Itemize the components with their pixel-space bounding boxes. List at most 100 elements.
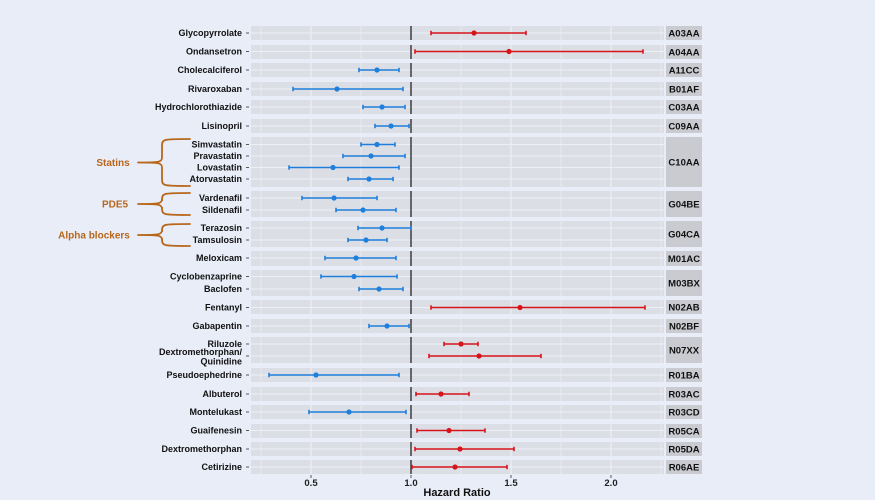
strip-label: N02BF bbox=[669, 321, 699, 332]
group-alpha-blockers: Alpha blockers bbox=[58, 223, 191, 247]
drug-label: Guaifenesin bbox=[190, 426, 242, 436]
hazard-ratio-point bbox=[452, 464, 458, 470]
hazard-ratio-point bbox=[360, 207, 366, 213]
hazard-ratio-point bbox=[458, 341, 464, 347]
hazard-ratio-point bbox=[506, 48, 512, 55]
panel-r05da: R05DA Dextromethorphan bbox=[161, 442, 702, 456]
panel-m03bx: M03BX Cyclobenzaprine Baclofen bbox=[170, 270, 702, 296]
drug-label: Atorvastatin bbox=[189, 174, 242, 184]
drug-label: Sildenafil bbox=[202, 205, 242, 215]
group-label: PDE5 bbox=[102, 200, 129, 211]
drug-label: Pravastatin bbox=[193, 151, 242, 161]
x-tick-label: 2.0 bbox=[604, 478, 617, 489]
strip-background bbox=[666, 119, 702, 133]
panel-c03aa: C03AA Hydrochlorothiazide bbox=[155, 100, 702, 114]
hazard-ratio-point bbox=[353, 255, 359, 261]
strip-background bbox=[666, 424, 702, 438]
strip-label: A11CC bbox=[669, 65, 700, 76]
hazard-ratio-point bbox=[374, 141, 380, 148]
strip-label: R01BA bbox=[668, 370, 699, 381]
group-label: Alpha blockers bbox=[58, 231, 130, 242]
hazard-ratio-point bbox=[438, 391, 444, 397]
strip-label: G04CA bbox=[668, 229, 700, 240]
drug-label: Lovastatin bbox=[197, 163, 242, 173]
strip-label: M01AC bbox=[668, 254, 700, 265]
hazard-ratio-point bbox=[457, 446, 463, 452]
hazard-ratio-point bbox=[346, 409, 352, 415]
hazard-ratio-point bbox=[379, 104, 385, 110]
drug-label: Terazosin bbox=[201, 223, 242, 233]
panel-background bbox=[251, 337, 664, 363]
strip-background bbox=[666, 442, 702, 456]
strip-label: A04AA bbox=[668, 47, 699, 58]
drug-label: Fentanyl bbox=[205, 303, 242, 313]
drug-label: Dextromethorphan bbox=[161, 444, 242, 454]
strip-background bbox=[666, 137, 702, 187]
strip-label: N02AB bbox=[668, 302, 699, 313]
strip-label: C03AA bbox=[668, 102, 699, 113]
strip-label: N07XX bbox=[669, 345, 700, 356]
hazard-ratio-point bbox=[376, 286, 382, 292]
x-tick-label: 1.5 bbox=[504, 478, 518, 489]
panel-b01af: B01AF Rivaroxaban bbox=[188, 82, 702, 96]
strip-label: A03AA bbox=[668, 28, 699, 39]
strip-label: R03CD bbox=[668, 407, 699, 418]
group-pde5: PDE5 bbox=[102, 192, 191, 216]
groups-layer: Statins PDE5 Alpha blockers bbox=[58, 138, 191, 247]
hazard-ratio-point bbox=[334, 86, 340, 92]
drug-label: Vardenafil bbox=[199, 193, 242, 203]
drug-label: Rivaroxaban bbox=[188, 84, 242, 94]
strip-background bbox=[666, 82, 702, 96]
drug-label: Baclofen bbox=[204, 284, 242, 294]
hazard-ratio-point bbox=[446, 427, 452, 434]
group-label: Statins bbox=[96, 158, 130, 169]
hazard-ratio-point bbox=[366, 176, 372, 182]
drug-label: Hydrochlorothiazide bbox=[155, 102, 242, 112]
drug-label: Cholecalciferol bbox=[177, 65, 242, 75]
strip-background bbox=[666, 100, 702, 114]
panel-c09aa: C09AA Lisinopril bbox=[202, 119, 702, 133]
drug-label: Ondansetron bbox=[186, 47, 242, 57]
strip-label: C10AA bbox=[668, 157, 699, 168]
hazard-ratio-point bbox=[374, 67, 380, 73]
strip-background bbox=[666, 221, 702, 247]
drug-label-line: Dextromethorphan/ bbox=[159, 347, 243, 357]
strip-background bbox=[666, 26, 702, 40]
panel-m01ac: M01AC Meloxicam bbox=[196, 251, 702, 266]
hazard-ratio-point bbox=[476, 353, 482, 359]
drug-label: Pseudoephedrine bbox=[166, 370, 242, 380]
x-axis-title: Hazard Ratio bbox=[423, 487, 491, 499]
hazard-ratio-point bbox=[384, 323, 390, 329]
strip-label: R05CA bbox=[668, 426, 699, 437]
drug-label: Cetirizine bbox=[201, 462, 242, 472]
strip-background bbox=[666, 405, 702, 419]
x-tick-label: 1.0 bbox=[404, 478, 417, 489]
drug-label: Montelukast bbox=[189, 407, 242, 417]
drug-label: Glycopyrrolate bbox=[178, 28, 242, 38]
hazard-ratio-point bbox=[517, 304, 523, 311]
strip-background bbox=[666, 387, 702, 401]
panel-g04ca: G04CA Terazosin Tamsulosin bbox=[193, 221, 702, 247]
drug-label-line: Quinidine bbox=[201, 357, 243, 367]
drug-label: Meloxicam bbox=[196, 253, 242, 263]
group-statins: Statins bbox=[96, 138, 191, 187]
panel-background bbox=[251, 221, 664, 247]
drug-label: Simvastatin bbox=[191, 140, 242, 150]
panel-r01ba: R01BA Pseudoephedrine bbox=[166, 368, 702, 382]
panel-r03cd: R03CD Montelukast bbox=[189, 405, 702, 419]
strip-background bbox=[666, 191, 702, 217]
strip-background bbox=[666, 460, 702, 474]
panel-n02bf: N02BF Gabapentin bbox=[192, 319, 702, 333]
panel-a11cc: A11CC Cholecalciferol bbox=[177, 63, 702, 77]
strip-label: G04BE bbox=[668, 199, 699, 210]
hazard-ratio-point bbox=[379, 225, 385, 231]
hazard-ratio-point bbox=[351, 273, 357, 280]
drug-label: Tamsulosin bbox=[193, 235, 242, 245]
drug-label: Cyclobenzaprine bbox=[170, 272, 242, 282]
hazard-ratio-point bbox=[313, 372, 319, 378]
panels-layer: A03AA Glycopyrrolate A04AA Ondansetron A11CC… bbox=[155, 26, 702, 474]
strip-label: R03AC bbox=[668, 389, 699, 400]
